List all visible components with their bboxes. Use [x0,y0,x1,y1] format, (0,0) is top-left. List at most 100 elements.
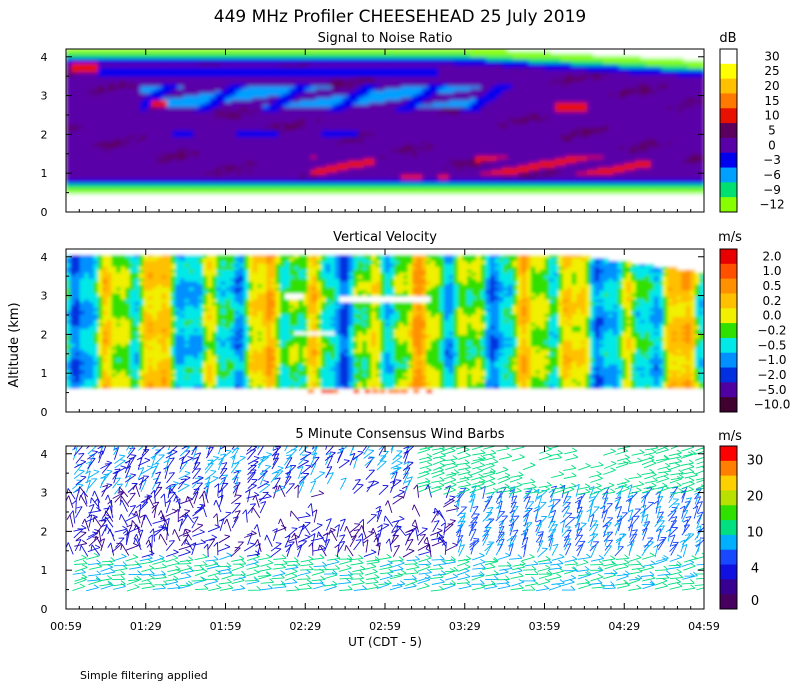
wind-barb [615,533,627,544]
wind-barb [100,446,104,452]
wind-barb [334,524,340,538]
wind-barb [270,542,282,552]
wind-barb [231,577,245,585]
wind-barb [87,544,101,553]
wind-barbs [66,446,704,592]
wind-barb [230,547,241,558]
wind-barb [696,563,704,566]
wind-barb [220,462,228,475]
wind-barb [242,509,248,523]
wind-barb [482,475,495,484]
wind-barb [74,540,88,547]
wind-barb [113,561,128,567]
wind-barb [378,446,384,451]
wind-barb [217,562,232,568]
wind-barb [602,488,616,495]
wind-barb [576,565,590,572]
colorbar-swatch [720,367,737,383]
wind-barb [618,512,628,523]
wind-barb [577,483,591,490]
wind-barb [166,549,179,557]
wind-axes: 0 1 2 3 4 [41,446,705,616]
wind-barb [243,542,256,552]
wind-barb [78,494,88,507]
colorbar-swatch [720,152,737,169]
wind-barb [433,462,446,471]
wind-barb [274,559,288,566]
wind-barb [402,548,415,558]
wind-barb [113,553,127,561]
wind-barb [696,481,704,490]
wind-barb [436,531,446,544]
wind-barb [257,571,272,577]
wind-barb [509,554,523,560]
wind-barb [179,556,194,563]
colorbar-label: 2.0 [762,249,781,263]
wind-barb [667,526,679,537]
wind-barb [325,466,333,479]
wind-barb [681,534,691,546]
wind-barb [548,454,562,461]
wind-barb [339,446,344,451]
wind-barb [273,582,287,589]
wind-barb [628,487,642,495]
wind-barb [254,539,262,553]
velocity-axes: 0 1 2 3 4 [41,249,705,419]
wind-barb [246,563,260,570]
wind-barb [114,483,123,495]
wind-barb [656,475,670,484]
wind-barb [207,569,221,577]
wind-barb [601,581,615,587]
wind-barb [87,478,98,489]
wind-barb [551,579,565,585]
wind-barb [495,531,505,543]
wind-barb [442,447,456,456]
wind-barb [100,460,113,470]
x-tick-label: 02:59 [369,620,401,633]
colorbar-swatch [720,382,737,398]
colorbar-swatch [720,78,737,94]
wind-barb [616,505,623,519]
wind-barb [440,522,446,536]
wind-barb [683,533,695,543]
wind-barb [668,568,682,576]
wind-barb [458,452,471,460]
wind-barb [683,563,696,571]
wind-barb [578,462,591,471]
footer-note: Simple filtering applied [80,669,208,682]
wind-barb [616,478,630,486]
wind-barb [169,487,179,499]
wind-barb [219,446,227,450]
wind-barb [297,569,311,576]
wind-barb [285,557,299,563]
y-tick-label: 1 [41,367,48,380]
wind-barb [523,565,537,571]
wind-barb [74,459,87,469]
wind-barb [100,564,113,572]
wind-barb [203,543,209,558]
wind-barb [133,510,141,524]
wind-barb [363,539,369,553]
wind-barb [537,564,551,572]
wind-barb [88,570,102,577]
wind-barb [298,534,311,543]
wind-barb [145,539,153,553]
wind-barb [602,583,616,590]
wind-barb [297,459,309,469]
wind-barb [253,524,261,538]
wind-barb [406,563,420,571]
wind-barb [574,515,581,529]
wind-barb [590,461,604,469]
wind-barb [485,570,499,577]
wind-barb [181,534,189,547]
wind-barb [683,515,692,528]
wind-barb [114,465,127,475]
colorbar-label: −10.0 [754,398,791,412]
wind-barb [86,446,90,449]
wind-barb [497,582,511,590]
wind-barb [298,446,304,452]
wind-barb [472,449,486,456]
wind-barb [482,480,496,489]
wind-barb [291,532,298,546]
wind-barb [603,467,616,475]
